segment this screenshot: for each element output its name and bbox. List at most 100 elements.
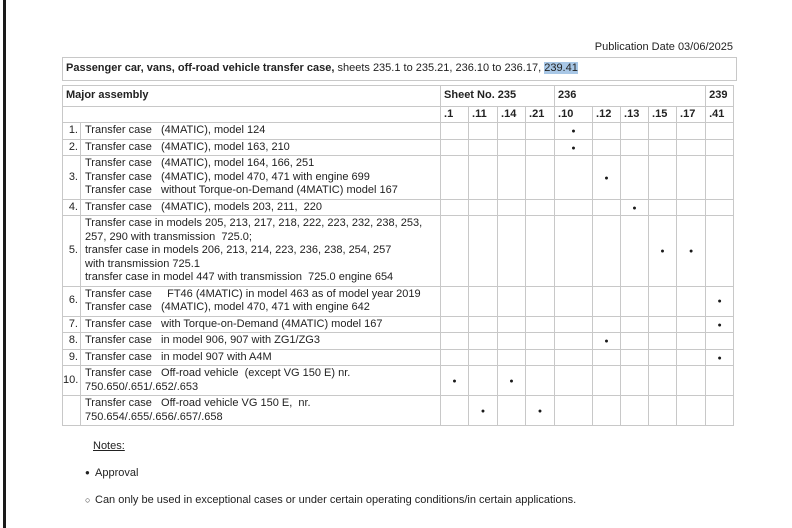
row-number — [62, 395, 81, 426]
approval-cell — [468, 365, 499, 396]
subcolumn-header: .12 — [592, 105, 622, 123]
approval-cell — [554, 348, 594, 366]
approval-cell — [620, 348, 650, 366]
approval-cell — [676, 365, 707, 396]
empty-header-cell — [61, 105, 442, 123]
page-edge-bar — [3, 0, 6, 528]
title-sheets-text: sheets 235.1 to 235.21, 236.10 to 236.17… — [334, 62, 545, 74]
approval-cell — [440, 215, 470, 287]
approval-cell — [468, 315, 499, 333]
approval-dot-icon: ● — [717, 321, 722, 329]
title-bold-text: Passenger car, vans, off-road vehicle tr… — [66, 62, 335, 74]
approval-cell — [497, 285, 527, 317]
approval-cell — [554, 395, 594, 426]
approval-cell — [525, 198, 556, 216]
approval-cell — [554, 155, 594, 200]
table-row: 2. Transfer case (4MATIC), model 163, 210… — [62, 138, 735, 156]
approval-cell — [648, 348, 678, 366]
approval-cell — [440, 332, 470, 350]
approval-cell: ● — [676, 215, 707, 287]
approval-cell — [648, 315, 678, 333]
approval-cell — [525, 332, 556, 350]
approval-cell — [440, 198, 470, 216]
sheet-group-235: Sheet No. 235 — [440, 85, 556, 107]
filled-dot-icon: ● — [85, 468, 90, 477]
approval-cell — [468, 348, 499, 366]
note-approval: ● Approval — [85, 467, 745, 479]
approval-cell — [592, 285, 622, 317]
notes-heading: Notes: — [93, 440, 125, 452]
approval-dot-icon: ● — [717, 354, 722, 362]
publication-date: Publication Date 03/06/2025 — [594, 41, 733, 53]
row-number: 10. — [62, 365, 81, 396]
table-row: 7. Transfer case with Torque-on-Demand (4… — [62, 315, 735, 333]
approval-cell — [676, 285, 707, 317]
approval-cell — [592, 215, 622, 287]
approval-dot-icon: ● — [604, 338, 609, 345]
approval-cell — [705, 155, 735, 200]
subcolumn-header: .41 — [705, 105, 735, 123]
approval-cell — [468, 285, 499, 317]
table-row: 4. Transfer case (4MATIC), models 203, 21… — [62, 198, 735, 216]
row-description: Transfer case (4MATIC), models 203, 211,… — [79, 198, 442, 216]
approval-cell — [525, 348, 556, 366]
approval-cell — [554, 365, 594, 396]
approval-cell — [497, 122, 527, 140]
approval-cell — [440, 315, 470, 333]
approval-cell — [468, 198, 499, 216]
approval-cell — [705, 365, 735, 396]
approval-cell — [676, 315, 707, 333]
approval-cell — [705, 122, 735, 140]
row-description: Transfer case in model 906, 907 with ZG1… — [79, 332, 442, 350]
sheet-group-239: 239 — [705, 85, 735, 107]
approval-cell: ● — [592, 332, 622, 350]
approval-cell — [676, 155, 707, 200]
table-header-groups: Major assembly Sheet No. 235 236 239 — [61, 85, 735, 107]
approval-cell — [468, 332, 499, 350]
approval-dot-icon: ● — [480, 407, 486, 415]
approval-dot-icon: ● — [452, 377, 457, 385]
approval-cell — [497, 315, 527, 333]
table-row: 5. Transfer case in models 205, 213, 217,… — [62, 215, 735, 287]
hollow-dot-icon: ○ — [85, 495, 91, 505]
approval-cell — [554, 285, 594, 317]
assembly-table-body: 1. Transfer case (4MATIC), model 124 ● 2. Tr… — [62, 122, 735, 426]
approval-cell — [676, 332, 707, 350]
approval-cell — [525, 122, 556, 140]
table-row: 6. Transfer case FT46 (4MATIC) in model 4… — [62, 285, 735, 317]
approval-cell — [554, 215, 594, 287]
row-number: 6. — [62, 285, 81, 317]
approval-cell: ● — [554, 122, 594, 140]
approval-dot-icon: ● — [688, 248, 694, 255]
approval-cell — [468, 122, 499, 140]
approval-cell — [468, 138, 499, 156]
approval-dot-icon: ● — [660, 248, 665, 255]
approval-cell — [676, 122, 707, 140]
approval-cell — [676, 395, 707, 426]
approval-cell — [525, 215, 556, 287]
approval-cell — [620, 315, 650, 333]
approval-cell — [554, 198, 594, 216]
subcolumn-header: .1 — [440, 105, 470, 123]
subcolumn-header: .14 — [497, 105, 527, 123]
approval-cell — [592, 198, 622, 216]
subcolumn-header: .13 — [620, 105, 650, 123]
approval-cell — [592, 348, 622, 366]
approval-cell — [620, 138, 650, 156]
table-row: 9. Transfer case in model 907 with A4M ● — [62, 348, 735, 366]
approval-dot-icon: ● — [571, 144, 576, 152]
approval-cell — [705, 332, 735, 350]
approval-cell — [592, 122, 622, 140]
approval-cell — [525, 315, 556, 333]
approval-dot-icon: ● — [632, 204, 637, 212]
approval-cell — [497, 348, 527, 366]
approval-cell — [620, 285, 650, 317]
approval-cell — [497, 395, 527, 426]
table-header-subcolumns: .1 .11 .14 .21 .10 .12 .13 .15 .17 .41 — [61, 105, 735, 123]
approval-cell — [525, 285, 556, 317]
table-row: 8. Transfer case in model 906, 907 with Z… — [62, 332, 735, 350]
approval-cell: ● — [440, 365, 470, 396]
row-description: Transfer case (4MATIC), model 124 — [79, 122, 442, 140]
row-number: 4. — [62, 198, 81, 216]
approval-cell — [440, 395, 470, 426]
